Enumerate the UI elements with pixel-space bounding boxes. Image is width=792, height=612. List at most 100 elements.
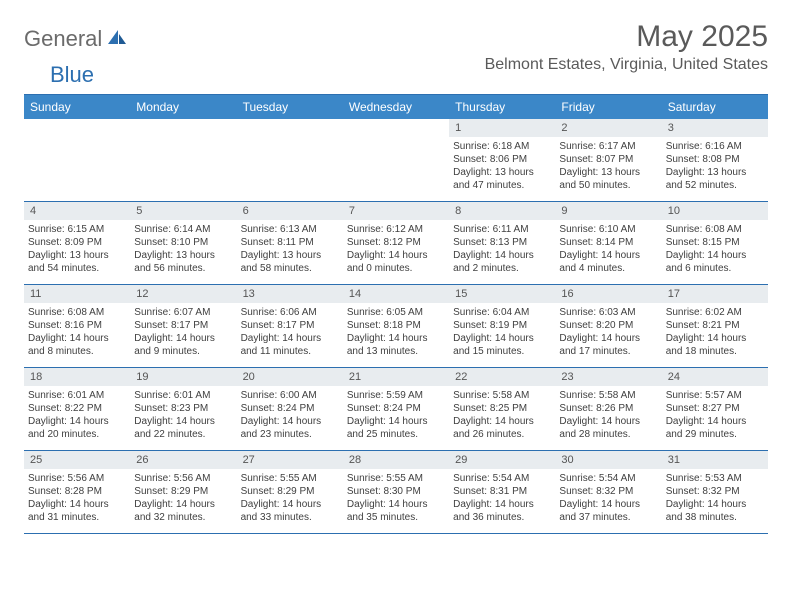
daylight-line-1: Daylight: 14 hours xyxy=(666,332,764,345)
day-cell: 1Sunrise: 6:18 AMSunset: 8:06 PMDaylight… xyxy=(449,119,555,201)
sunrise-line: Sunrise: 6:17 AM xyxy=(559,140,657,153)
sunrise-line: Sunrise: 5:53 AM xyxy=(666,472,764,485)
day-cell: 16Sunrise: 6:03 AMSunset: 8:20 PMDayligh… xyxy=(555,285,661,367)
dow-cell: Wednesday xyxy=(343,95,449,119)
sunrise-line: Sunrise: 6:03 AM xyxy=(559,306,657,319)
sunrise-line: Sunrise: 6:01 AM xyxy=(28,389,126,402)
sunset-line: Sunset: 8:32 PM xyxy=(559,485,657,498)
day-number: 23 xyxy=(555,368,661,386)
sunset-line: Sunset: 8:29 PM xyxy=(241,485,339,498)
day-number: 24 xyxy=(662,368,768,386)
sunset-line: Sunset: 8:32 PM xyxy=(666,485,764,498)
day-cell: 2Sunrise: 6:17 AMSunset: 8:07 PMDaylight… xyxy=(555,119,661,201)
daylight-line-1: Daylight: 14 hours xyxy=(666,249,764,262)
day-number: 10 xyxy=(662,202,768,220)
dow-cell: Sunday xyxy=(24,95,130,119)
dow-cell: Thursday xyxy=(449,95,555,119)
daylight-line-2: and 6 minutes. xyxy=(666,262,764,275)
daylight-line-2: and 17 minutes. xyxy=(559,345,657,358)
day-cell: 27Sunrise: 5:55 AMSunset: 8:29 PMDayligh… xyxy=(237,451,343,533)
daylight-line-1: Daylight: 13 hours xyxy=(666,166,764,179)
sunset-line: Sunset: 8:24 PM xyxy=(347,402,445,415)
sunset-line: Sunset: 8:13 PM xyxy=(453,236,551,249)
day-number: 9 xyxy=(555,202,661,220)
dow-cell: Friday xyxy=(555,95,661,119)
day-cell: 18Sunrise: 6:01 AMSunset: 8:22 PMDayligh… xyxy=(24,368,130,450)
day-cell: 10Sunrise: 6:08 AMSunset: 8:15 PMDayligh… xyxy=(662,202,768,284)
day-number: 1 xyxy=(449,119,555,137)
sunrise-line: Sunrise: 5:55 AM xyxy=(241,472,339,485)
sunset-line: Sunset: 8:10 PM xyxy=(134,236,232,249)
day-cell: 7Sunrise: 6:12 AMSunset: 8:12 PMDaylight… xyxy=(343,202,449,284)
day-number: 12 xyxy=(130,285,236,303)
week-row: 18Sunrise: 6:01 AMSunset: 8:22 PMDayligh… xyxy=(24,368,768,451)
dow-cell: Tuesday xyxy=(237,95,343,119)
day-cell xyxy=(24,119,130,201)
day-cell: 30Sunrise: 5:54 AMSunset: 8:32 PMDayligh… xyxy=(555,451,661,533)
day-number: 22 xyxy=(449,368,555,386)
daylight-line-1: Daylight: 14 hours xyxy=(347,332,445,345)
sunset-line: Sunset: 8:28 PM xyxy=(28,485,126,498)
calendar-page: General May 2025 Belmont Estates, Virgin… xyxy=(0,0,792,544)
daylight-line-2: and 2 minutes. xyxy=(453,262,551,275)
daylight-line-2: and 26 minutes. xyxy=(453,428,551,441)
sunset-line: Sunset: 8:27 PM xyxy=(666,402,764,415)
daylight-line-2: and 47 minutes. xyxy=(453,179,551,192)
day-number: 11 xyxy=(24,285,130,303)
sunrise-line: Sunrise: 5:58 AM xyxy=(453,389,551,402)
daylight-line-1: Daylight: 14 hours xyxy=(666,498,764,511)
sunrise-line: Sunrise: 6:13 AM xyxy=(241,223,339,236)
sunrise-line: Sunrise: 6:11 AM xyxy=(453,223,551,236)
brand-logo: General xyxy=(24,20,130,52)
daylight-line-2: and 25 minutes. xyxy=(347,428,445,441)
day-cell: 31 Sunrise: 5:53 AMSunset: 8:32 PMDayligh… xyxy=(662,451,768,533)
daylight-line-2: and 23 minutes. xyxy=(241,428,339,441)
daylight-line-1: Daylight: 13 hours xyxy=(241,249,339,262)
sunset-line: Sunset: 8:15 PM xyxy=(666,236,764,249)
sunrise-line: Sunrise: 5:58 AM xyxy=(559,389,657,402)
day-number: 17 xyxy=(662,285,768,303)
day-number: 8 xyxy=(449,202,555,220)
day-number: 21 xyxy=(343,368,449,386)
day-number: 31 xyxy=(662,451,768,469)
daylight-line-2: and 52 minutes. xyxy=(666,179,764,192)
daylight-line-1: Daylight: 13 hours xyxy=(559,166,657,179)
daylight-line-2: and 56 minutes. xyxy=(134,262,232,275)
day-cell xyxy=(237,119,343,201)
daylight-line-2: and 28 minutes. xyxy=(559,428,657,441)
day-cell: 29Sunrise: 5:54 AMSunset: 8:31 PMDayligh… xyxy=(449,451,555,533)
brand-general: General xyxy=(24,26,102,52)
day-number: 26 xyxy=(130,451,236,469)
daylight-line-2: and 38 minutes. xyxy=(666,511,764,524)
daylight-line-1: Daylight: 14 hours xyxy=(28,498,126,511)
month-title: May 2025 xyxy=(485,20,768,54)
day-number: 20 xyxy=(237,368,343,386)
sunset-line: Sunset: 8:09 PM xyxy=(28,236,126,249)
daylight-line-1: Daylight: 13 hours xyxy=(28,249,126,262)
calendar-grid: SundayMondayTuesdayWednesdayThursdayFrid… xyxy=(24,94,768,534)
weeks-container: 1Sunrise: 6:18 AMSunset: 8:06 PMDaylight… xyxy=(24,119,768,534)
daylight-line-2: and 58 minutes. xyxy=(241,262,339,275)
day-cell: 19Sunrise: 6:01 AMSunset: 8:23 PMDayligh… xyxy=(130,368,236,450)
daylight-line-1: Daylight: 14 hours xyxy=(347,249,445,262)
sunrise-line: Sunrise: 6:08 AM xyxy=(28,306,126,319)
sunset-line: Sunset: 8:31 PM xyxy=(453,485,551,498)
day-number: 19 xyxy=(130,368,236,386)
sunset-line: Sunset: 8:07 PM xyxy=(559,153,657,166)
sunrise-line: Sunrise: 6:12 AM xyxy=(347,223,445,236)
sunset-line: Sunset: 8:16 PM xyxy=(28,319,126,332)
day-cell: 26Sunrise: 5:56 AMSunset: 8:29 PMDayligh… xyxy=(130,451,236,533)
daylight-line-1: Daylight: 14 hours xyxy=(241,332,339,345)
daylight-line-1: Daylight: 14 hours xyxy=(347,415,445,428)
sunrise-line: Sunrise: 6:14 AM xyxy=(134,223,232,236)
week-row: 25Sunrise: 5:56 AMSunset: 8:28 PMDayligh… xyxy=(24,451,768,534)
daylight-line-1: Daylight: 14 hours xyxy=(559,249,657,262)
day-number: 27 xyxy=(237,451,343,469)
sunset-line: Sunset: 8:21 PM xyxy=(666,319,764,332)
sunrise-line: Sunrise: 6:15 AM xyxy=(28,223,126,236)
daylight-line-1: Daylight: 14 hours xyxy=(241,415,339,428)
sunrise-line: Sunrise: 6:00 AM xyxy=(241,389,339,402)
daylight-line-2: and 9 minutes. xyxy=(134,345,232,358)
sunrise-line: Sunrise: 5:57 AM xyxy=(666,389,764,402)
day-cell: 8Sunrise: 6:11 AMSunset: 8:13 PMDaylight… xyxy=(449,202,555,284)
